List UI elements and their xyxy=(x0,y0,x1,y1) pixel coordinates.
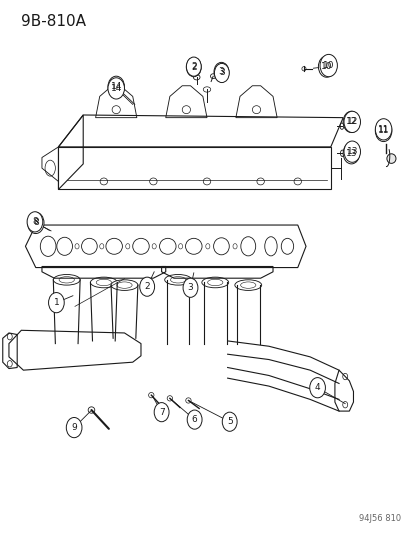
Text: 3: 3 xyxy=(187,283,193,292)
Circle shape xyxy=(214,63,229,83)
Text: 11: 11 xyxy=(377,126,388,135)
Text: 14: 14 xyxy=(110,84,121,93)
Text: 3: 3 xyxy=(218,69,224,77)
Circle shape xyxy=(342,111,359,133)
Circle shape xyxy=(214,62,228,82)
Circle shape xyxy=(186,58,201,77)
Text: 2: 2 xyxy=(144,282,150,291)
Ellipse shape xyxy=(53,274,80,285)
Ellipse shape xyxy=(111,280,138,290)
Text: 13: 13 xyxy=(345,149,356,158)
Ellipse shape xyxy=(202,277,228,288)
Circle shape xyxy=(309,377,325,398)
Text: 12: 12 xyxy=(345,117,356,126)
Ellipse shape xyxy=(339,150,343,157)
Ellipse shape xyxy=(90,277,117,288)
Text: 8: 8 xyxy=(33,219,38,228)
Ellipse shape xyxy=(386,154,395,164)
Ellipse shape xyxy=(193,75,199,80)
Circle shape xyxy=(27,212,44,233)
Text: 2: 2 xyxy=(190,62,196,71)
Ellipse shape xyxy=(339,123,343,130)
Circle shape xyxy=(342,143,359,164)
Circle shape xyxy=(187,410,202,429)
Text: 3: 3 xyxy=(218,68,224,76)
Text: 5: 5 xyxy=(226,417,232,426)
Circle shape xyxy=(27,212,43,232)
Text: 1: 1 xyxy=(53,298,59,307)
Text: 10: 10 xyxy=(322,61,334,70)
Circle shape xyxy=(48,293,64,313)
Circle shape xyxy=(186,57,201,76)
Circle shape xyxy=(154,402,169,422)
Circle shape xyxy=(140,277,154,296)
Text: 2: 2 xyxy=(190,63,196,71)
Text: 7: 7 xyxy=(158,408,164,417)
Text: 9: 9 xyxy=(71,423,77,432)
Circle shape xyxy=(343,141,360,163)
Circle shape xyxy=(318,56,334,77)
Ellipse shape xyxy=(164,274,191,285)
Circle shape xyxy=(343,111,360,133)
Circle shape xyxy=(375,119,391,140)
Circle shape xyxy=(222,412,237,431)
Text: 12: 12 xyxy=(346,117,357,126)
Circle shape xyxy=(375,120,391,142)
Ellipse shape xyxy=(167,395,172,401)
Text: 9B-810A: 9B-810A xyxy=(21,14,86,29)
Text: 10: 10 xyxy=(320,62,332,71)
Ellipse shape xyxy=(185,398,191,403)
Text: 94J56 810: 94J56 810 xyxy=(358,514,400,523)
Text: 4: 4 xyxy=(314,383,320,392)
Ellipse shape xyxy=(148,392,154,398)
Text: 8: 8 xyxy=(32,217,38,227)
Circle shape xyxy=(183,278,197,297)
Ellipse shape xyxy=(88,407,95,413)
Text: 13: 13 xyxy=(346,147,357,156)
Ellipse shape xyxy=(210,74,215,78)
Text: 14: 14 xyxy=(110,82,121,91)
Text: 6: 6 xyxy=(191,415,197,424)
Ellipse shape xyxy=(234,280,261,290)
Circle shape xyxy=(108,78,124,99)
Circle shape xyxy=(319,54,337,77)
Text: 11: 11 xyxy=(377,125,388,134)
Ellipse shape xyxy=(301,67,305,71)
Circle shape xyxy=(108,76,124,98)
Circle shape xyxy=(66,417,82,438)
